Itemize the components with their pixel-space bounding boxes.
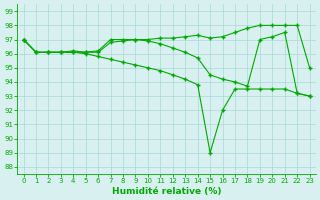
X-axis label: Humidité relative (%): Humidité relative (%) [112, 187, 221, 196]
